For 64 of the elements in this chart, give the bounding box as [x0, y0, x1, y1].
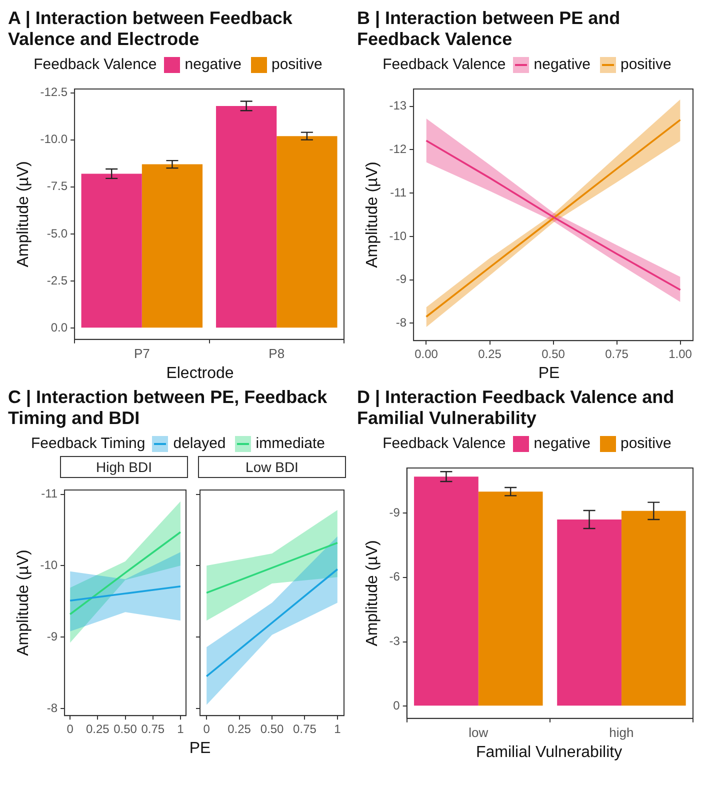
x-tick-label: 1 — [334, 722, 342, 736]
x-axis-title: PE — [188, 740, 212, 758]
legend-label: delayed — [173, 435, 226, 452]
chart-title: B | Interaction between PE and Feedback Valence — [357, 8, 622, 51]
x-tick-label: 0 — [203, 722, 210, 736]
legend-label: negative — [534, 56, 590, 73]
chart-subtitle: Low BDI — [198, 456, 346, 478]
x-tick-label: 0.75 — [141, 722, 165, 736]
legend-label: immediate — [256, 435, 325, 452]
legend-label: positive — [620, 56, 672, 73]
y-tick-label: -3 — [389, 634, 400, 648]
legend-title: Feedback Valence — [382, 56, 506, 73]
y-axis-title: Amplitude (µV) — [364, 162, 382, 268]
x-tick-label: 1 — [177, 722, 184, 736]
x-tick-label: 0.00 — [414, 347, 438, 362]
y-tick-label: -6 — [389, 570, 400, 584]
legend-label: negative — [534, 435, 590, 452]
chart-title: A | Interaction between Feedback Valence and Electrode — [8, 8, 294, 51]
y-tick-label: -12.5 — [40, 85, 68, 100]
legend-title: Feedback Valence — [34, 56, 157, 73]
y-tick-label: -7.5 — [46, 179, 68, 194]
x-tick-label: 0.75 — [293, 722, 317, 736]
y-tick-label: -11 — [390, 185, 407, 200]
y-tick-label: -10.0 — [40, 132, 68, 146]
y-tick-label: -8 — [46, 700, 58, 715]
y-tick-label: -12 — [389, 142, 407, 156]
y-tick-label: -11 — [41, 486, 58, 501]
x-tick-label: 0.75 — [605, 347, 629, 362]
x-tick-label: 0.50 — [114, 722, 138, 736]
x-tick-label: low — [468, 724, 489, 740]
chart-title: C | Interaction between PE, Feedback Timing and BDI — [8, 387, 328, 430]
x-tick-label: 0.50 — [542, 347, 566, 362]
legend-title: Feedback Timing — [31, 435, 146, 452]
y-axis-title: Amplitude (µV) — [15, 161, 32, 268]
y-tick-label: -2.5 — [46, 273, 68, 288]
legend-title: Feedback Valence — [382, 435, 506, 452]
y-tick-label: 0 — [393, 698, 400, 712]
y-tick-label: -13 — [389, 98, 407, 113]
x-tick-label: 1.00 — [668, 347, 692, 362]
chart-title: D | Interaction Feedback Valence and Familial Vulnerability — [357, 387, 676, 430]
y-axis-title: Amplitude (µV) — [15, 550, 32, 656]
x-tick-label: 0.50 — [260, 722, 284, 736]
x-tick-label: 0.25 — [228, 722, 252, 736]
x-tick-label: P7 — [134, 346, 150, 361]
chart-subtitle: High BDI — [60, 456, 188, 478]
legend-label: negative — [184, 56, 242, 73]
x-axis-title: PE — [537, 365, 561, 383]
x-tick-label: P8 — [268, 346, 285, 361]
y-tick-label: -5.0 — [46, 226, 68, 240]
y-tick-label: 0.0 — [50, 320, 68, 334]
y-tick-label: -9 — [396, 272, 407, 286]
x-tick-label: 0.25 — [86, 722, 110, 736]
y-tick-label: -10 — [389, 228, 407, 243]
legend-label: positive — [272, 56, 322, 73]
y-tick-label: -9 — [46, 629, 58, 644]
x-axis-title: Electrode — [165, 365, 235, 383]
y-tick-label: -10 — [40, 558, 58, 572]
legend-label: positive — [620, 435, 672, 452]
y-tick-label: -9 — [389, 505, 400, 520]
x-tick-label: high — [609, 724, 634, 740]
x-tick-label: 0.25 — [478, 347, 502, 362]
x-axis-title: Familial Vulnerability — [474, 744, 624, 762]
y-axis-title: Amplitude (µV) — [364, 540, 382, 646]
y-tick-label: -8 — [396, 316, 407, 330]
